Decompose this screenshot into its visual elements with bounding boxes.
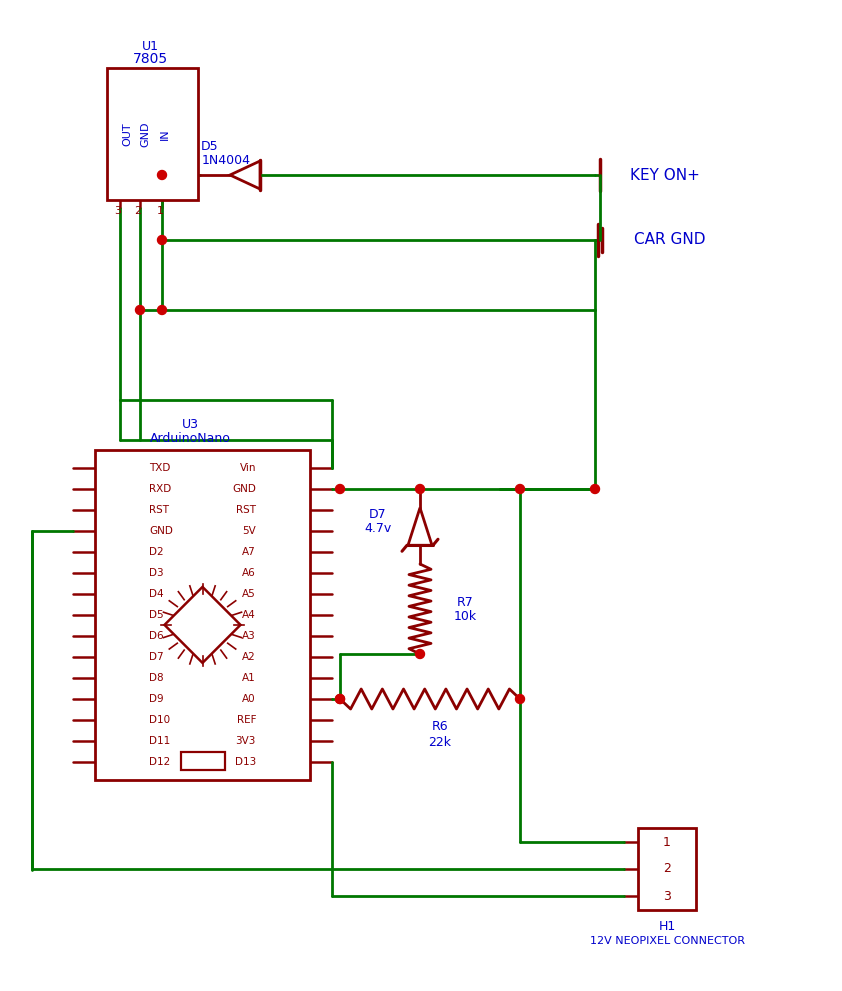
Text: A0: A0 — [242, 694, 256, 704]
Text: 3V3: 3V3 — [236, 736, 256, 746]
Text: KEY ON+: KEY ON+ — [630, 167, 700, 182]
Circle shape — [415, 649, 424, 658]
Text: TXD: TXD — [149, 463, 170, 473]
Circle shape — [515, 695, 525, 704]
Bar — [107, 68, 198, 200]
Circle shape — [335, 695, 344, 704]
Polygon shape — [230, 161, 260, 189]
Text: R6: R6 — [432, 720, 448, 733]
Text: A1: A1 — [242, 673, 256, 683]
Text: D4: D4 — [149, 589, 163, 599]
Text: GND: GND — [232, 484, 256, 494]
Text: U1: U1 — [142, 40, 159, 53]
Text: D6: D6 — [149, 631, 163, 641]
Text: 4.7v: 4.7v — [365, 522, 392, 535]
Circle shape — [157, 305, 167, 314]
Text: D5: D5 — [201, 141, 219, 154]
Text: GND: GND — [140, 121, 150, 147]
Text: RXD: RXD — [149, 484, 171, 494]
Text: 1: 1 — [157, 206, 163, 216]
Polygon shape — [408, 507, 432, 545]
Bar — [95, 450, 310, 780]
Text: 2: 2 — [135, 206, 141, 216]
Text: A7: A7 — [242, 547, 256, 557]
Text: D2: D2 — [149, 547, 163, 557]
Text: IN: IN — [160, 128, 170, 140]
Text: CAR GND: CAR GND — [634, 233, 706, 248]
Circle shape — [415, 485, 424, 494]
Text: R7: R7 — [456, 596, 473, 608]
Text: 1: 1 — [663, 835, 671, 848]
Text: D12: D12 — [149, 757, 170, 767]
Text: U3: U3 — [182, 417, 199, 430]
Text: OUT: OUT — [122, 122, 132, 146]
Circle shape — [590, 485, 600, 494]
Circle shape — [157, 170, 167, 179]
Text: 12V NEOPIXEL CONNECTOR: 12V NEOPIXEL CONNECTOR — [589, 936, 744, 946]
Polygon shape — [164, 587, 241, 663]
Text: 1N4004: 1N4004 — [201, 155, 251, 167]
Text: 2: 2 — [663, 862, 671, 875]
Text: D3: D3 — [149, 568, 163, 578]
Text: A4: A4 — [242, 610, 256, 620]
Text: D13: D13 — [235, 757, 256, 767]
Text: REF: REF — [237, 715, 256, 725]
Circle shape — [515, 485, 525, 494]
Text: RST: RST — [149, 505, 169, 515]
Text: A6: A6 — [242, 568, 256, 578]
Bar — [180, 752, 225, 770]
Circle shape — [157, 236, 167, 245]
Text: 3: 3 — [115, 206, 121, 216]
Circle shape — [136, 305, 145, 314]
Circle shape — [335, 695, 344, 704]
Text: Vin: Vin — [239, 463, 256, 473]
Bar — [638, 828, 696, 910]
Text: GND: GND — [149, 526, 173, 536]
Text: D10: D10 — [149, 715, 170, 725]
Text: D9: D9 — [149, 694, 163, 704]
Text: 7805: 7805 — [133, 52, 168, 66]
Text: A5: A5 — [242, 589, 256, 599]
Text: A2: A2 — [242, 652, 256, 662]
Text: 5V: 5V — [242, 526, 256, 536]
Text: 22k: 22k — [429, 735, 451, 748]
Text: RST: RST — [236, 505, 256, 515]
Text: A3: A3 — [242, 631, 256, 641]
Text: 3: 3 — [663, 890, 671, 903]
Circle shape — [335, 485, 344, 494]
Text: D5: D5 — [149, 610, 163, 620]
Text: 10k: 10k — [454, 610, 477, 623]
Text: H1: H1 — [658, 921, 675, 934]
Text: D11: D11 — [149, 736, 170, 746]
Text: D7: D7 — [369, 507, 386, 520]
Text: D8: D8 — [149, 673, 163, 683]
Text: D7: D7 — [149, 652, 163, 662]
Text: ArduinoNano: ArduinoNano — [150, 431, 231, 445]
